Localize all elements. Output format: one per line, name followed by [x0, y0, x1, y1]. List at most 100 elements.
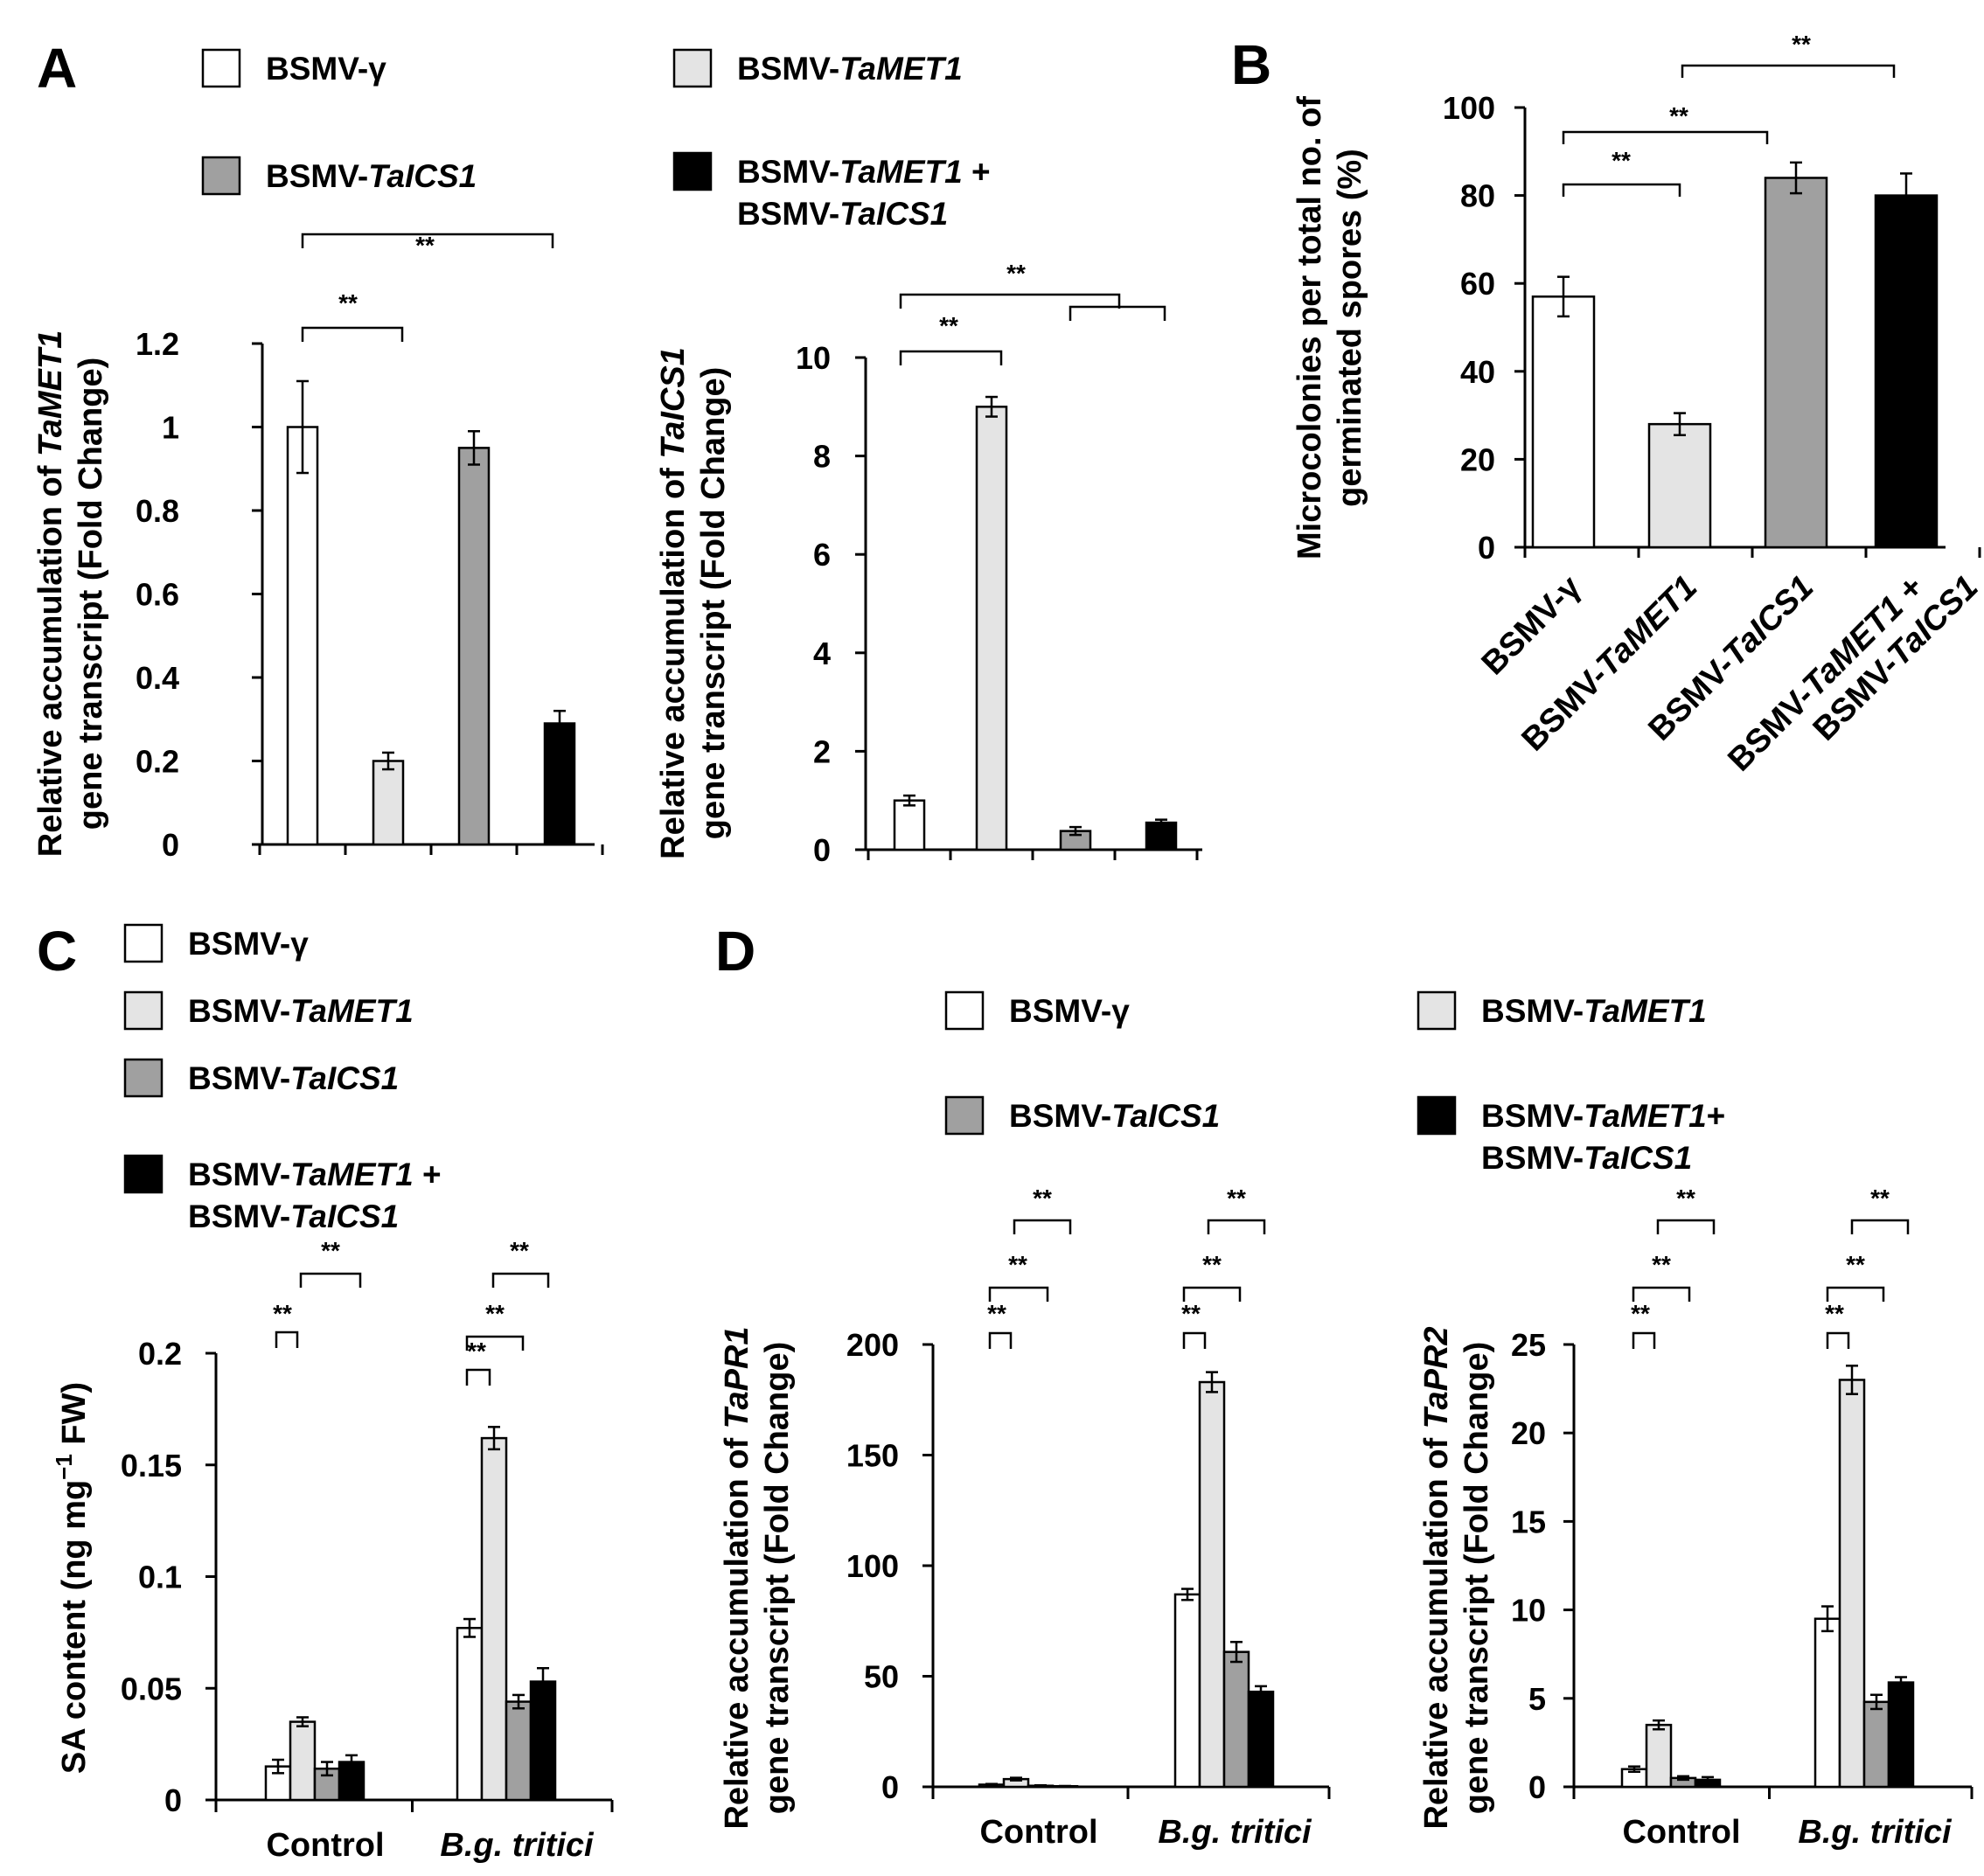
legend-label-double-line2: BSMV-TaICS1 [188, 1199, 399, 1234]
significance-label: ** [1033, 1185, 1052, 1212]
x-category-label: B.g. tritici [1158, 1814, 1312, 1851]
bar-vector [456, 1627, 484, 1802]
y-tick-label: 0.6 [136, 577, 179, 613]
significance-bracket [1826, 1286, 1885, 1302]
bar-met1 [372, 760, 405, 846]
y-tick-label: 40 [1460, 354, 1495, 390]
x-tick-label: BSMV-γ [1475, 569, 1589, 683]
significance-bracket [465, 1335, 525, 1351]
legend-swatch-double [1417, 1095, 1457, 1136]
legend-swatch-met1 [672, 48, 713, 88]
y-tick-label: 100 [1443, 90, 1495, 126]
y-label-line1: Relative accumulation of TaPR2 [1418, 1326, 1455, 1829]
significance-label: ** [1676, 1185, 1695, 1212]
legend-label-ics1: BSMV-TaICS1 [1009, 1098, 1220, 1134]
y-tick-label: 0.15 [121, 1448, 182, 1483]
y-tick-label: 100 [846, 1548, 899, 1584]
y-label-line1: Relative accumulation of TaPR1 [719, 1326, 755, 1829]
significance-label: ** [338, 289, 358, 316]
chart-a2: 0 2 4 6 8 10 Relative accumulation of TaICS1 ge… [655, 260, 1202, 868]
y-tick-label: 0 [164, 1782, 182, 1818]
bar-double [529, 1680, 557, 1802]
significance-label: ** [1181, 1300, 1201, 1327]
chart-b: 0 20 40 60 80 100 Microcolonies per total no. … [1291, 31, 1984, 779]
y-tick-label: 0 [881, 1769, 899, 1805]
charts: 0 0.2 0.4 0.6 0.8 1 1.2 Relative accumulation o… [32, 31, 1984, 1864]
significance-bracket [1632, 1331, 1656, 1349]
panel-label-d: D [715, 920, 755, 983]
y-label-line2: gene transcript (Fold Change) [1458, 1342, 1495, 1814]
significance-bracket [1562, 183, 1681, 197]
legend-swatch-double [123, 1154, 164, 1194]
chart-d2: 0 5 10 15 20 25 Relative accumulation of TaPR2… [1418, 1185, 1974, 1851]
bar-met1 [1645, 1723, 1673, 1789]
significance-bracket [1182, 1331, 1207, 1349]
y-tick-label: 80 [1460, 178, 1495, 214]
significance-bracket [1826, 1331, 1850, 1349]
significance-label: ** [1652, 1251, 1671, 1278]
y-tick-label: 0 [813, 832, 831, 868]
chart-c: 0 0.05 0.1 0.15 0.2 SA content (ng mg−1 FW) Co… [51, 1237, 614, 1864]
y-axis-label: Relative accumulation of TaICS1 gene tran… [655, 347, 732, 859]
bar-ics1 [457, 447, 491, 846]
significance-label: ** [510, 1237, 529, 1264]
legend-swatch-met1 [1417, 990, 1457, 1031]
significance-label: ** [939, 312, 958, 339]
significance-label: ** [1008, 1251, 1027, 1278]
y-tick-label: 10 [1511, 1593, 1546, 1629]
y-label-line2: gene transcript (Fold Change) [73, 358, 109, 830]
legend-swatch-ics1 [123, 1058, 164, 1098]
legends: BSMV-γ BSMV-TaMET1 BSMV-TaICS1 BSMV-TaMET1 … [123, 48, 1725, 1234]
significance-bracket [1681, 64, 1896, 78]
legend-panel-a: BSMV-γ BSMV-TaMET1 BSMV-TaICS1 BSMV-TaMET1 … [201, 48, 991, 232]
y-label-line2: gene transcript (Fold Change) [695, 367, 732, 839]
significance-label: ** [1006, 260, 1026, 287]
significance-bracket [988, 1286, 1049, 1302]
y-axis-label: Relative accumulation of TaMET1 gene tran… [32, 330, 109, 858]
y-axis-label: Microcolonies per total no. of germinated… [1291, 96, 1368, 559]
significance-label: ** [1825, 1300, 1844, 1327]
bar-double [1887, 1681, 1915, 1789]
bar-ics1 [1222, 1650, 1250, 1789]
significance-label: ** [1870, 1185, 1890, 1212]
x-category-label: Control [1622, 1814, 1740, 1851]
y-tick-label: 0.4 [136, 660, 179, 696]
legend-swatch-vector [201, 48, 241, 88]
significance-label: ** [415, 232, 435, 259]
y-tick-label: 20 [1511, 1415, 1546, 1451]
x-category-label: Control [266, 1827, 384, 1864]
legend-label-vector: BSMV-γ [266, 51, 386, 87]
significance-bracket [1656, 1219, 1716, 1234]
significance-label: ** [1227, 1185, 1246, 1212]
significance-bracket [1207, 1219, 1266, 1234]
significance-label: ** [1202, 1251, 1222, 1278]
y-label-line2: gene transcript (Fold Change) [759, 1342, 796, 1814]
y-tick-label: 4 [813, 636, 831, 671]
legend-label-ics1: BSMV-TaICS1 [188, 1060, 399, 1096]
y-tick-label: 0.8 [136, 493, 179, 529]
y-axis-label: Relative accumulation of TaPR2 gene trans… [1418, 1326, 1495, 1829]
legend-label-ics1: BSMV-TaICS1 [266, 158, 477, 194]
y-axis-label: Relative accumulation of TaPR1 gene trans… [719, 1326, 796, 1829]
bar-ics1 [505, 1700, 533, 1802]
significance-label: ** [321, 1237, 340, 1264]
y-label-line1: SA content (ng mg−1 FW) [51, 1382, 93, 1774]
y-axis-label: SA content (ng mg−1 FW) [51, 1382, 93, 1774]
bar-ics1 [1764, 177, 1828, 549]
significance-bracket [899, 293, 1121, 309]
legend-label-vector: BSMV-γ [188, 926, 309, 962]
x-category-label: Control [979, 1814, 1097, 1851]
x-category-label: B.g. tritici [1798, 1814, 1953, 1851]
significance-bracket [491, 1272, 550, 1288]
y-tick-label: 6 [813, 537, 831, 573]
y-label-line1: Microcolonies per total no. of [1291, 96, 1328, 559]
legend-swatch-double [672, 151, 713, 191]
bar-met1 [1647, 422, 1712, 549]
y-tick-label: 0 [1528, 1769, 1546, 1805]
legend-label-met1: BSMV-TaMET1 [737, 51, 963, 87]
significance-label: ** [485, 1300, 505, 1327]
significance-label: ** [1631, 1300, 1650, 1327]
legend-swatch-met1 [123, 990, 164, 1031]
bar-met1 [289, 1720, 317, 1802]
